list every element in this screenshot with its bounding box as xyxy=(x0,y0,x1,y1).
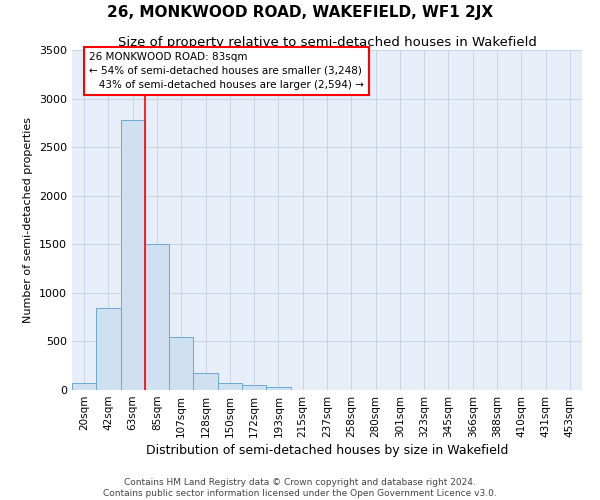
Text: 26, MONKWOOD ROAD, WAKEFIELD, WF1 2JX: 26, MONKWOOD ROAD, WAKEFIELD, WF1 2JX xyxy=(107,5,493,20)
Bar xyxy=(145,244,169,390)
Y-axis label: Number of semi-detached properties: Number of semi-detached properties xyxy=(23,117,34,323)
X-axis label: Distribution of semi-detached houses by size in Wakefield: Distribution of semi-detached houses by … xyxy=(146,444,508,457)
Bar xyxy=(242,385,266,390)
Bar xyxy=(218,383,242,390)
Text: 26 MONKWOOD ROAD: 83sqm
← 54% of semi-detached houses are smaller (3,248)
   43%: 26 MONKWOOD ROAD: 83sqm ← 54% of semi-de… xyxy=(89,52,364,90)
Bar xyxy=(96,308,121,390)
Bar xyxy=(169,336,193,390)
Bar xyxy=(121,120,145,390)
Bar xyxy=(266,387,290,390)
Bar xyxy=(193,373,218,390)
Text: Contains HM Land Registry data © Crown copyright and database right 2024.
Contai: Contains HM Land Registry data © Crown c… xyxy=(103,478,497,498)
Title: Size of property relative to semi-detached houses in Wakefield: Size of property relative to semi-detach… xyxy=(118,36,536,49)
Bar xyxy=(72,383,96,390)
